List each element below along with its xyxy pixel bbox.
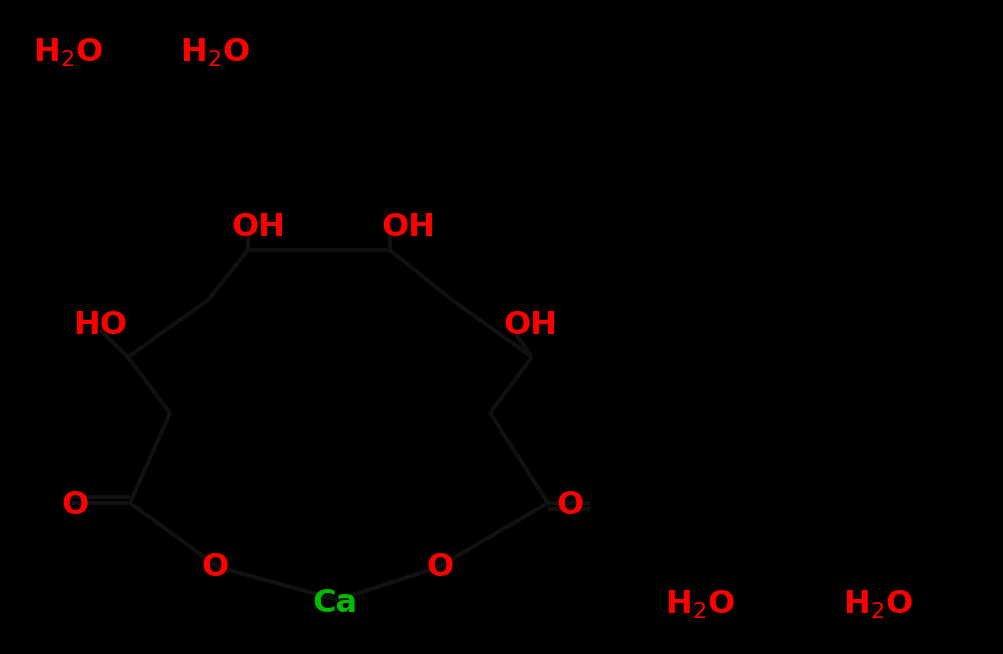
Text: HO: HO <box>73 309 126 341</box>
Text: O: O <box>61 489 88 521</box>
Text: O: O <box>202 553 229 583</box>
Text: H$_2$O: H$_2$O <box>843 589 912 621</box>
Text: H$_2$O: H$_2$O <box>664 589 734 621</box>
Text: H$_2$O: H$_2$O <box>33 37 103 69</box>
Text: OH: OH <box>380 213 434 243</box>
Text: H$_2$O: H$_2$O <box>180 37 250 69</box>
Text: OH: OH <box>231 213 285 243</box>
Text: O: O <box>426 553 453 583</box>
Text: O: O <box>556 489 583 521</box>
Text: OH: OH <box>503 309 557 341</box>
Text: Ca: Ca <box>312 587 357 619</box>
